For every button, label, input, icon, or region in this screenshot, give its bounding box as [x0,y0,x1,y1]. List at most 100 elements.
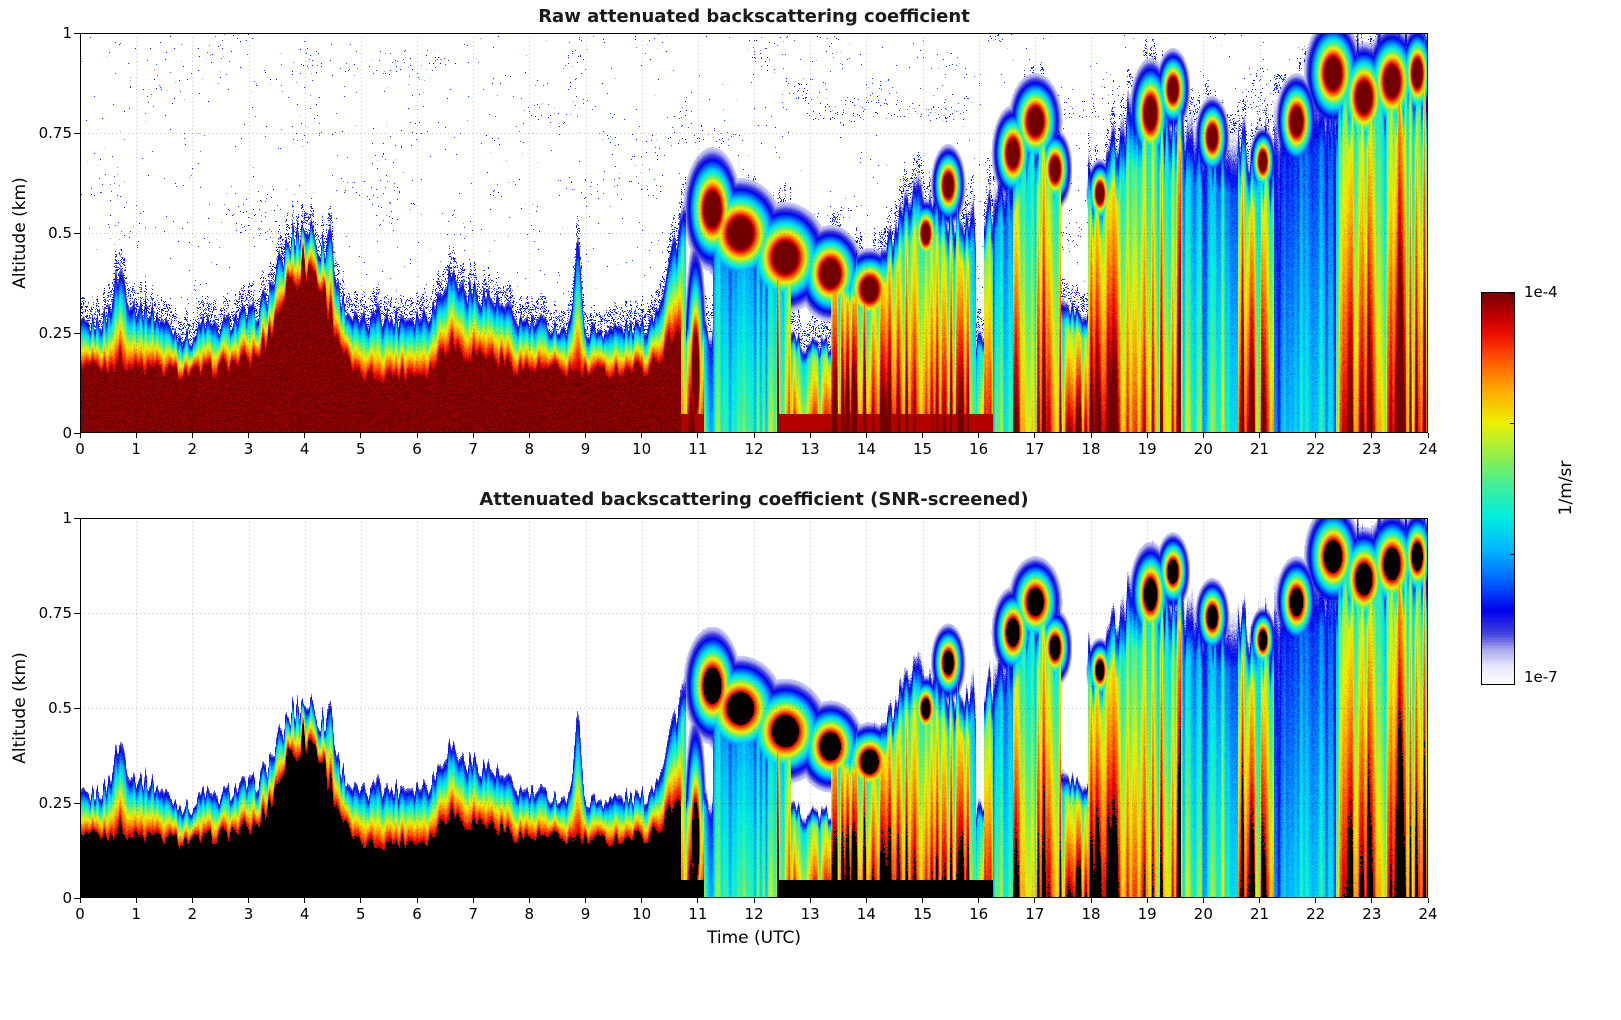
y-tick-label: 0 [62,889,72,907]
x-tick [753,433,755,438]
x-tick-label: 6 [412,905,422,923]
x-tick [922,898,923,903]
x-tick-label: 14 [856,440,876,458]
x-tick [978,433,980,438]
screened-backscatter-heatmap [80,518,1428,898]
x-tick-label: 14 [856,905,876,923]
x-tick [641,433,643,438]
x-tick-label: 0 [75,440,85,458]
x-tick [1427,433,1429,438]
x-tick [809,898,811,903]
x-tick [472,898,474,903]
x-tick [697,433,699,438]
x-tick-label: 2 [187,440,198,458]
x-tick [360,898,362,903]
x-tick-label: 12 [744,905,764,923]
colorbar-unit-label: 1/m/sr [1556,460,1576,516]
x-tick-label: 24 [1418,905,1438,923]
x-tick [809,433,811,438]
x-tick [1090,898,1092,903]
x-tick-label: 11 [688,440,708,458]
x-tick-label: 7 [468,905,478,923]
y-tick-label: 0.25 [38,794,72,812]
x-tick-label: 15 [912,905,933,923]
y-tick-label: 0.5 [48,699,72,717]
x-tick [1034,433,1036,438]
x-tick-label: 1 [131,905,141,923]
colorbar-min-label: 1e-7 [1524,668,1558,686]
x-tick [191,433,193,438]
panel-raw-title: Raw attenuated backscattering coefficien… [538,6,970,27]
x-tick [1371,433,1373,438]
x-tick-label: 18 [1081,905,1101,923]
y-tick-label: 0.75 [38,124,72,142]
x-tick [1259,898,1260,903]
x-tick [585,898,586,903]
y-tick-label: 0.5 [48,224,72,242]
x-tick-label: 24 [1418,440,1438,458]
x-tick-label: 13 [800,440,820,458]
x-tick-label: 5 [356,440,366,458]
x-tick [865,433,867,438]
x-tick-label: 12 [744,440,764,458]
y-tick [74,232,80,234]
x-tick-label: 9 [580,905,591,923]
x-tick-label: 17 [1025,440,1045,458]
x-tick-label: 7 [468,440,478,458]
x-tick-label: 2 [187,905,198,923]
x-tick [641,898,643,903]
x-tick [1259,433,1260,438]
y-tick [74,332,80,334]
x-tick-label: 23 [1362,905,1382,923]
x-tick-label: 3 [243,905,254,923]
x-tick-label: 9 [580,440,591,458]
x-tick [528,898,530,903]
x-tick [585,433,586,438]
x-tick [1146,898,1148,903]
x-tick-label: 19 [1137,440,1157,458]
y-tick [74,897,80,899]
y-tick [74,132,80,134]
x-tick [416,898,418,903]
x-tick-label: 23 [1362,440,1382,458]
y-tick-label: 0.75 [38,604,72,622]
x-tick [528,433,530,438]
x-tick [753,898,755,903]
x-tick-label: 8 [524,905,535,923]
x-tick-label: 10 [632,440,652,458]
x-tick-label: 20 [1193,440,1213,458]
y-tick [74,612,80,614]
x-tick-label: 21 [1249,440,1270,458]
y-tick-label: 0.25 [38,324,72,342]
x-tick-label: 8 [524,440,535,458]
x-tick-label: 22 [1306,440,1326,458]
colorbar [1481,292,1515,685]
y-tick [74,707,80,709]
x-tick-label: 16 [969,440,989,458]
x-tick-label: 1 [131,440,141,458]
x-tick [135,898,137,903]
x-tick [248,898,249,903]
x-tick [1146,433,1148,438]
x-tick-label: 0 [75,905,85,923]
x-tick-label: 10 [632,905,652,923]
x-tick-label: 21 [1249,905,1270,923]
x-tick [360,433,362,438]
x-tick-label: 19 [1137,905,1157,923]
y-tick-label: 1 [62,24,72,42]
x-tick [1315,898,1317,903]
colorbar-max-label: 1e-4 [1524,283,1558,301]
x-tick-label: 11 [688,905,708,923]
y-tick [74,802,80,804]
x-tick-label: 13 [800,905,820,923]
time-axis-label: Time (UTC) [707,928,801,948]
x-tick-label: 15 [912,440,933,458]
x-tick-label: 4 [299,440,310,458]
x-tick [697,898,699,903]
x-tick [248,433,249,438]
y-tick [74,432,80,434]
x-tick-label: 3 [243,440,254,458]
x-tick-label: 17 [1025,905,1045,923]
y-tick [74,32,80,34]
